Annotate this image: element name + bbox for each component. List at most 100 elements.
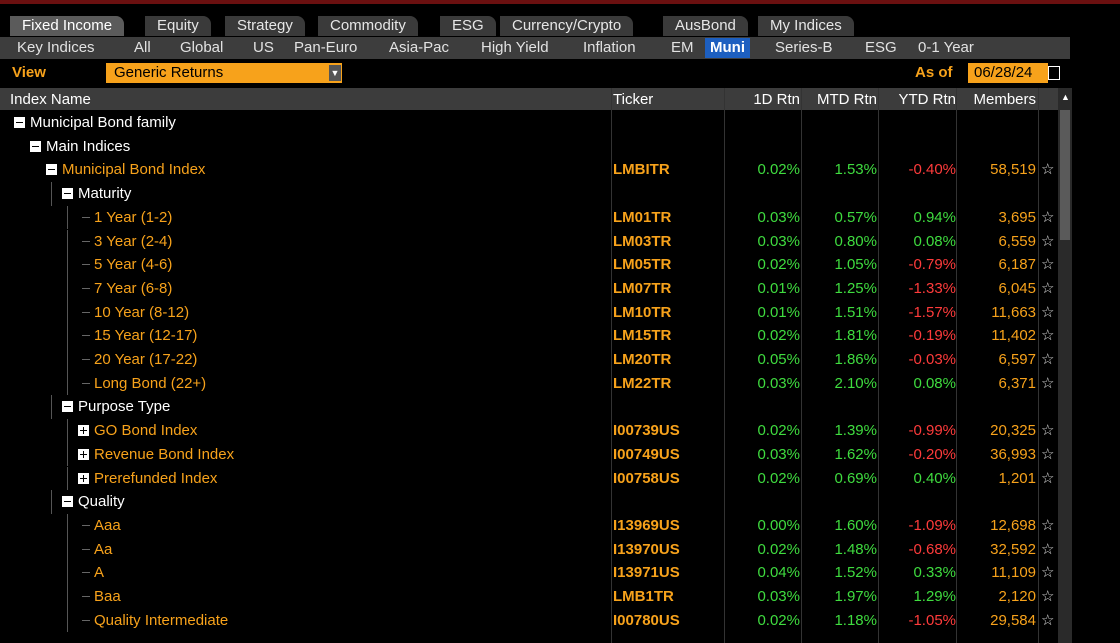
- column-divider: [724, 88, 725, 643]
- subtab[interactable]: Pan-Euro: [294, 39, 358, 56]
- favorite-star[interactable]: ☆: [1041, 256, 1055, 274]
- index-name[interactable]: Prerefunded Index: [94, 469, 218, 487]
- cell-mtd: 1.62%: [834, 445, 877, 463]
- favorite-star[interactable]: ☆: [1041, 303, 1055, 321]
- cell-d1: 0.02%: [757, 469, 800, 487]
- cell-ticker: I00780US: [613, 611, 680, 629]
- tree-toggle[interactable]: [30, 140, 41, 152]
- subtab[interactable]: EM: [671, 39, 694, 56]
- scroll-up[interactable]: ▲: [1061, 92, 1070, 102]
- favorite-star[interactable]: ☆: [1041, 351, 1055, 368]
- column-divider: [878, 88, 879, 643]
- tab[interactable]: My Indices: [758, 16, 854, 36]
- index-name[interactable]: 1 Year (1-2): [94, 208, 173, 226]
- favorite-star[interactable]: ☆: [1041, 374, 1055, 392]
- subtab[interactable]: US: [253, 39, 274, 56]
- tree-toggle[interactable]: [14, 117, 25, 128]
- tree-toggle[interactable]: [78, 425, 89, 437]
- tab[interactable]: Equity: [145, 16, 211, 36]
- cell-d1: 0.02%: [757, 161, 800, 179]
- index-name[interactable]: 15 Year (12-17): [94, 327, 198, 345]
- tree-toggle[interactable]: [46, 164, 57, 176]
- cell-mtd: 0.69%: [834, 469, 877, 487]
- cell-ytd: -1.05%: [908, 611, 956, 629]
- subtab[interactable]: Global: [180, 39, 224, 56]
- favorite-star[interactable]: ☆: [1041, 588, 1055, 605]
- tree-toggle[interactable]: [62, 496, 73, 508]
- cell-ytd: -0.40%: [908, 161, 956, 179]
- cell-mtd: 1.53%: [834, 161, 877, 179]
- favorite-star[interactable]: ☆: [1041, 445, 1055, 463]
- tree-line: [67, 419, 68, 443]
- index-name[interactable]: 5 Year (4-6): [94, 256, 173, 274]
- view-dropdown[interactable]: Generic Returns: [106, 63, 342, 83]
- subtab[interactable]: ESG: [865, 39, 897, 56]
- favorite-star[interactable]: ☆: [1041, 327, 1055, 345]
- favorite-star[interactable]: ☆: [1041, 564, 1055, 582]
- tree-line: [67, 561, 68, 585]
- index-name[interactable]: GO Bond Index: [94, 422, 198, 440]
- as-of-date[interactable]: 06/28/24: [968, 63, 1048, 83]
- cell-ytd: -0.79%: [908, 256, 956, 274]
- subtab[interactable]: Key Indices: [17, 39, 95, 56]
- cell-ticker: LM05TR: [613, 256, 672, 274]
- dropdown-arrow[interactable]: ▼: [329, 65, 341, 81]
- cell-d1: 0.01%: [757, 303, 800, 321]
- index-name[interactable]: Quality Intermediate: [94, 611, 229, 629]
- tree-line: [51, 490, 52, 514]
- favorite-star[interactable]: ☆: [1041, 232, 1055, 250]
- favorite-star[interactable]: ☆: [1041, 540, 1055, 558]
- scrollbar-thumb[interactable]: [1060, 110, 1070, 240]
- favorite-star[interactable]: ☆: [1041, 611, 1055, 629]
- tab[interactable]: Strategy: [225, 16, 305, 36]
- subtab[interactable]: Series-B: [775, 39, 833, 56]
- index-name[interactable]: Long Bond (22+): [94, 374, 207, 392]
- index-name[interactable]: 20 Year (17-22): [94, 351, 198, 368]
- favorite-star[interactable]: ☆: [1041, 422, 1055, 440]
- index-name[interactable]: Baa: [94, 588, 121, 605]
- tree-line: [67, 348, 68, 372]
- tree-connector: [82, 382, 90, 384]
- index-name[interactable]: Aa: [94, 540, 113, 558]
- tab[interactable]: AusBond: [663, 16, 748, 36]
- cell-ytd: -1.57%: [908, 303, 956, 321]
- subtab[interactable]: High Yield: [481, 39, 549, 56]
- cell-ticker: I00758US: [613, 469, 680, 487]
- tab[interactable]: Currency/Crypto: [500, 16, 634, 36]
- cell-members: 20,325: [990, 422, 1036, 440]
- tab[interactable]: ESG: [440, 16, 496, 36]
- tree-toggle[interactable]: [62, 401, 73, 413]
- index-name[interactable]: A: [94, 564, 105, 582]
- favorite-star[interactable]: ☆: [1041, 516, 1055, 534]
- tree-line: [67, 276, 68, 301]
- favorite-star[interactable]: ☆: [1041, 161, 1055, 179]
- subtab[interactable]: All: [134, 39, 151, 56]
- tree-line: [67, 442, 68, 467]
- cell-ticker: I13969US: [613, 516, 680, 534]
- index-name[interactable]: 10 Year (8-12): [94, 303, 190, 321]
- subtab[interactable]: Muni: [705, 38, 750, 58]
- index-name[interactable]: Revenue Bond Index: [94, 445, 235, 463]
- column-header: YTD Rtn: [898, 91, 956, 108]
- index-name[interactable]: 7 Year (6-8): [94, 279, 173, 297]
- index-name: Municipal Bond family: [30, 114, 176, 131]
- index-name[interactable]: Municipal Bond Index: [62, 161, 206, 179]
- subtab[interactable]: 0-1 Year: [918, 39, 974, 56]
- calendar-icon[interactable]: [1048, 66, 1060, 80]
- cell-ytd: -0.03%: [908, 351, 956, 368]
- favorite-star[interactable]: ☆: [1041, 208, 1055, 226]
- subtab[interactable]: Inflation: [583, 39, 636, 56]
- cell-mtd: 1.81%: [834, 327, 877, 345]
- tree-toggle[interactable]: [62, 188, 73, 200]
- cell-mtd: 1.48%: [834, 540, 877, 558]
- index-name[interactable]: Aaa: [94, 516, 121, 534]
- favorite-star[interactable]: ☆: [1041, 279, 1055, 297]
- cell-ytd: 0.40%: [913, 469, 956, 487]
- tab[interactable]: Fixed Income: [10, 16, 125, 36]
- tab[interactable]: Commodity: [318, 16, 418, 36]
- favorite-star[interactable]: ☆: [1041, 469, 1055, 487]
- tree-toggle[interactable]: [78, 472, 89, 484]
- index-name[interactable]: 3 Year (2-4): [94, 232, 173, 250]
- tree-toggle[interactable]: [78, 448, 89, 460]
- subtab[interactable]: Asia-Pac: [389, 39, 450, 56]
